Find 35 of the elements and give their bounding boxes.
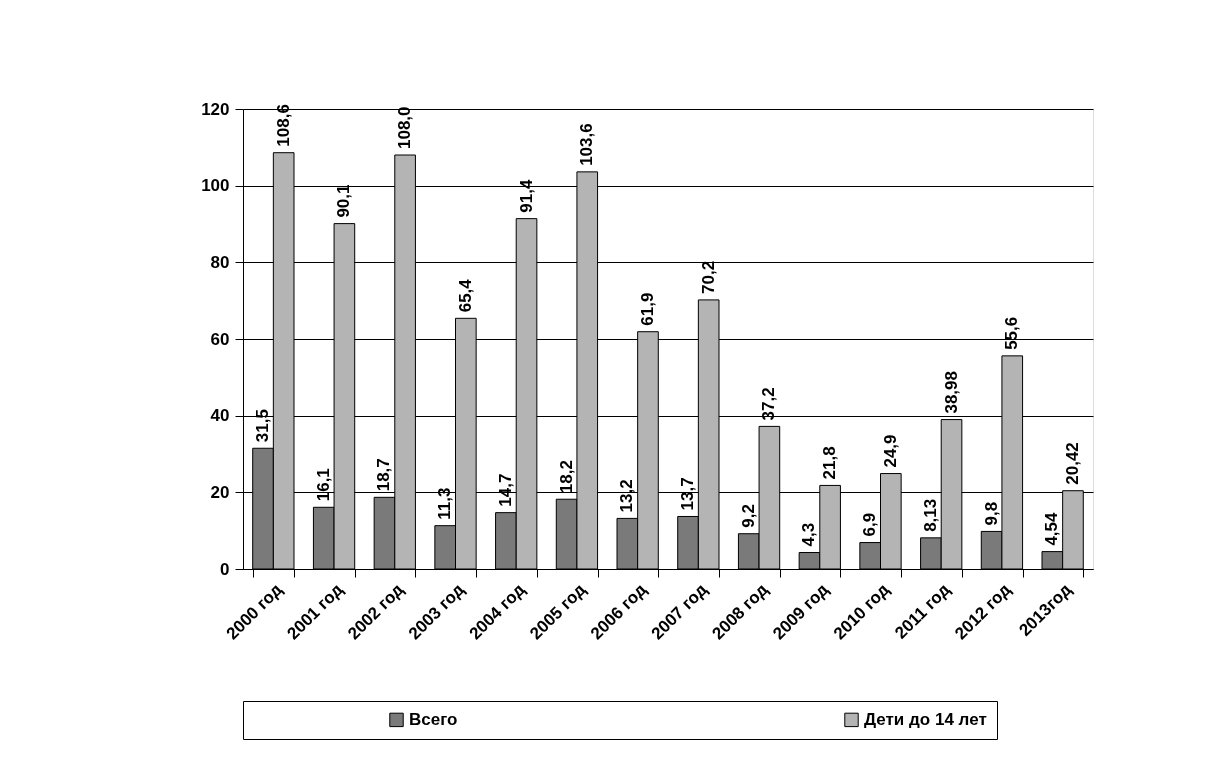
y-tick-label: 0 [220,559,230,579]
data-label: 20,42 [1062,442,1082,485]
legend-label: Дети до 14 лет [864,709,987,729]
data-label: 37,2 [759,387,779,421]
data-label: 13,2 [617,479,637,513]
data-label: 6,9 [860,512,880,537]
data-label: 38,98 [941,371,961,414]
data-label: 11,3 [435,487,455,520]
data-label: 65,4 [455,278,475,313]
data-label: 9,2 [738,504,758,528]
data-label: 90,1 [334,184,354,218]
data-label: 18,7 [374,458,394,492]
data-label: 9,8 [981,501,1001,526]
data-label: 13,7 [678,477,698,511]
y-tick-label: 60 [210,329,230,349]
y-tick-label: 80 [210,252,230,272]
data-label: 8,13 [920,498,940,532]
data-label: 4,54 [1042,511,1062,546]
y-tick-label: 40 [210,406,230,426]
data-label: 61,9 [637,292,657,326]
y-tick-label: 120 [201,99,230,119]
legend-label: Всего [409,709,458,729]
y-tick-label: 20 [210,482,230,502]
data-label: 91,4 [516,179,536,213]
data-label: 14,7 [495,473,515,507]
data-label: 108,6 [273,104,293,147]
y-tick-label: 100 [201,176,230,196]
data-label: 103,6 [577,123,597,166]
data-label: 24,9 [880,434,900,468]
data-label: 18,2 [556,460,576,494]
data-label: 70,2 [698,260,718,294]
data-label: 16,1 [313,468,333,502]
data-label: 55,6 [1002,316,1022,350]
data-label: 4,3 [799,522,819,547]
data-label: 21,8 [820,446,840,480]
